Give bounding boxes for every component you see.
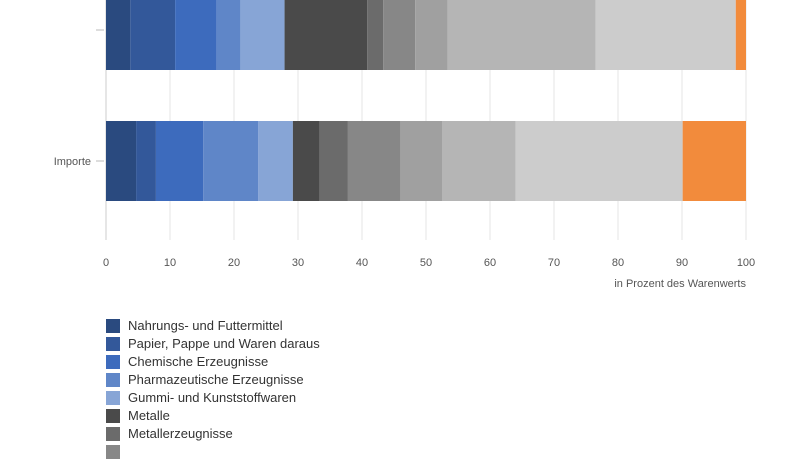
x-tick-label-10: 10 [164,257,176,269]
x-tick-label-0: 0 [103,257,109,269]
bar-segment-1-9 [442,121,516,201]
bar-segment-0-10 [595,0,736,70]
bar-segment-0-6 [367,0,384,70]
x-tick-label-70: 70 [548,257,560,269]
stacked-bar-chart: Importe 0 10 20 30 40 50 60 70 80 90 100 in Prozen… [54,0,755,290]
x-tick-label-80: 80 [612,257,624,269]
bar-segment-0-7 [383,0,416,70]
legend-item: Metallerzeugnisse [106,425,320,443]
legend-item: Chemische Erzeugnisse [106,353,320,371]
legend-item [106,443,320,461]
bar-segment-0-1 [130,0,176,70]
bar-segment-1-4 [258,121,293,201]
bar-segment-1-5 [292,121,320,201]
legend-item: Nahrungs- und Futtermittel [106,317,320,335]
legend: Nahrungs- und Futtermittel Papier, Pappe … [106,317,320,461]
bar-segment-1-3 [203,121,259,201]
x-tick-label-60: 60 [484,257,496,269]
x-tick-label-100: 100 [737,257,755,269]
legend-swatch [106,355,120,369]
legend-label: Nahrungs- und Futtermittel [128,318,283,333]
bar-segment-0-2 [175,0,217,70]
legend-label: Papier, Pappe und Waren daraus [128,336,320,351]
bar-segment-1-2 [155,121,204,201]
legend-label: Gummi- und Kunststoffwaren [128,390,297,405]
legend-swatch [106,427,120,441]
bar-segment-1-7 [347,121,401,201]
bar-segment-1-6 [319,121,348,201]
bar-segment-0-9 [447,0,596,70]
category-label-1: Importe [54,156,91,168]
legend-label: Metalle [128,408,170,423]
bar-segment-0-5 [284,0,368,70]
bar-segment-0-4 [240,0,285,70]
bar-segment-1-0 [106,121,137,201]
bar-segment-1-10 [515,121,683,201]
bar-segment-0-11 [735,0,746,70]
legend-swatch [106,409,120,423]
bar-segment-1-8 [400,121,442,201]
x-tick-label-20: 20 [228,257,240,269]
legend-item: Gummi- und Kunststoffwaren [106,389,320,407]
legend-item: Pharmazeutische Erzeugnisse [106,371,320,389]
bar-segment-1-1 [136,121,156,201]
legend-swatch [106,319,120,333]
legend-swatch [106,373,120,387]
legend-label: Pharmazeutische Erzeugnisse [128,372,304,387]
bar-segment-0-3 [216,0,241,70]
legend-swatch [106,337,120,351]
legend-label: Chemische Erzeugnisse [128,354,269,369]
bar-segment-0-0 [106,0,131,70]
legend-item: Papier, Pappe und Waren daraus [106,335,320,353]
bar-segment-1-11 [682,121,746,201]
bar-segment-0-8 [415,0,448,70]
x-tick-label-40: 40 [356,257,368,269]
bars [106,0,746,201]
legend-swatch [106,445,120,459]
x-axis-title: in Prozent des Warenwerts [614,278,746,290]
x-tick-label-30: 30 [292,257,304,269]
x-axis-ticks: 0 10 20 30 40 50 60 70 80 90 100 [103,257,755,269]
legend-label: Metallerzeugnisse [128,426,233,441]
legend-swatch [106,391,120,405]
x-tick-label-90: 90 [676,257,688,269]
x-tick-label-50: 50 [420,257,432,269]
category-labels: Importe [54,29,104,168]
legend-item: Metalle [106,407,320,425]
